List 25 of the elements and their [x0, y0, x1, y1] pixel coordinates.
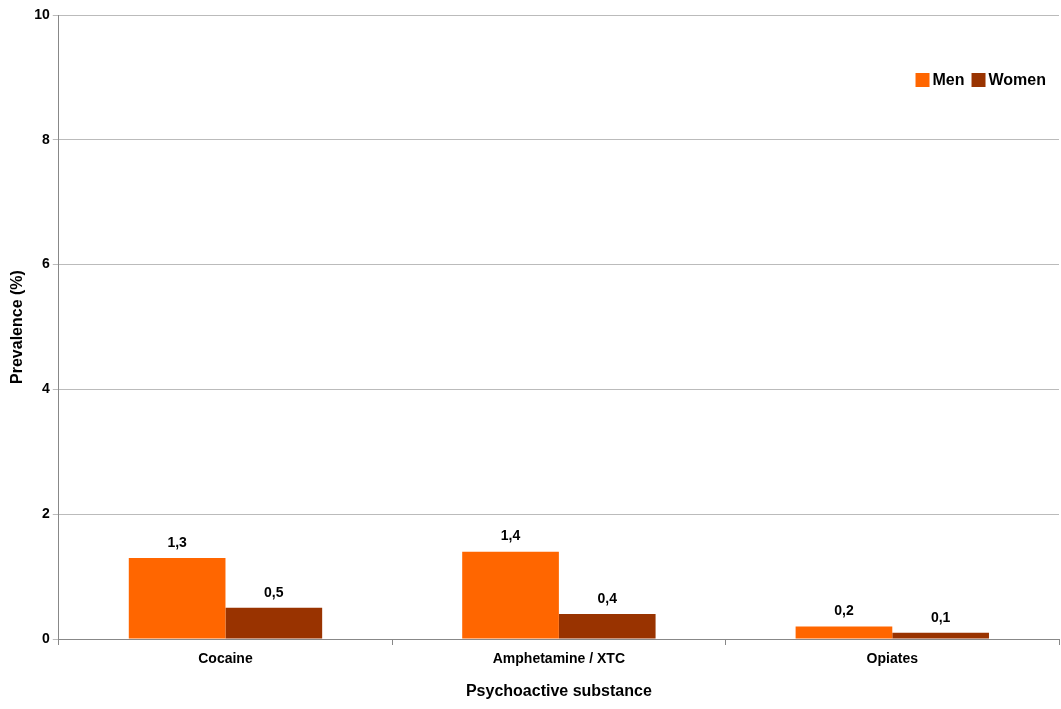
bar [795, 626, 893, 639]
data-label: 0,4 [597, 589, 618, 606]
bar [892, 632, 989, 639]
y-tick-label: 8 [41, 130, 50, 147]
bar [128, 557, 226, 639]
data-label: 0,5 [264, 583, 284, 600]
bar [225, 607, 323, 639]
x-tick-label: Opiates [866, 650, 919, 667]
data-label: 1,3 [167, 533, 188, 550]
data-label: 0,2 [834, 602, 854, 619]
data-label: 0,1 [930, 608, 951, 625]
data-label: 1,4 [500, 527, 521, 544]
x-tick-label: Amphetamine / XTC [492, 650, 626, 667]
bar [462, 551, 559, 639]
x-axis-title: Psychoactive substance [465, 681, 652, 699]
y-tick-label: 4 [41, 380, 50, 397]
y-tick-label: 2 [41, 505, 50, 522]
y-tick-label: 6 [41, 255, 50, 272]
legend-label: Men [932, 71, 965, 89]
y-tick-label: 10 [34, 5, 50, 22]
x-tick-label: Cocaine [198, 650, 253, 667]
bar [558, 614, 656, 639]
y-axis-title: Prevalence (%) [8, 270, 26, 384]
y-tick-label: 0 [41, 629, 50, 646]
legend-label: Women [988, 71, 1046, 89]
